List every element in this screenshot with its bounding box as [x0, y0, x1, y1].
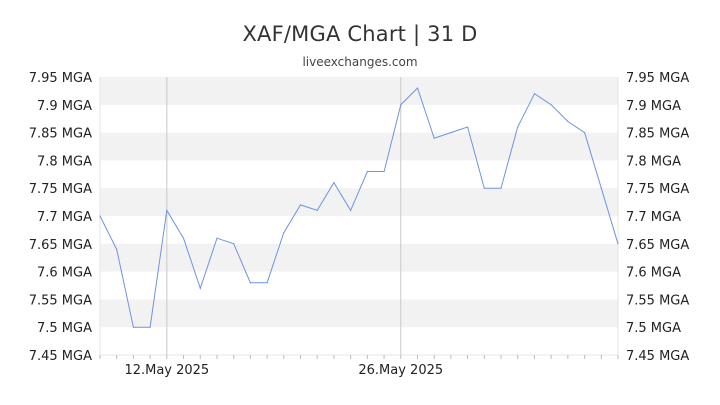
y-tick-label-left: 7.95 MGA: [29, 71, 92, 86]
data-point: [249, 282, 251, 284]
data-point: [483, 187, 485, 189]
grid-band: [100, 299, 618, 328]
y-tick-label-right: 7.7 MGA: [626, 210, 681, 225]
data-point: [383, 170, 385, 173]
data-point: [166, 209, 168, 212]
data-point: [299, 204, 302, 206]
data-point: [132, 326, 135, 328]
data-point: [182, 237, 185, 239]
y-tick-label-right: 7.95 MGA: [626, 71, 689, 86]
data-point: [500, 187, 502, 189]
y-tick-label-right: 7.75 MGA: [626, 182, 689, 197]
grid-band: [100, 188, 618, 216]
y-tick-label-right: 7.9 MGA: [626, 99, 681, 114]
y-tick-label-right: 7.85 MGA: [626, 127, 689, 142]
data-point: [266, 282, 268, 284]
data-point: [450, 132, 452, 134]
series-group: [99, 87, 619, 328]
y-axis-left-labels: 7.95 MGA 7.9 MGA 7.85 MGA 7.8 MGA 7.75 MGA 7.…: [29, 71, 92, 364]
y-tick-label-right: 7.8 MGA: [626, 154, 681, 169]
series-line: [99, 87, 619, 328]
y-tick-label-left: 7.85 MGA: [29, 127, 92, 142]
data-point: [316, 209, 318, 212]
data-point: [583, 132, 586, 134]
y-tick-label-right: 7.6 MGA: [626, 266, 681, 281]
y-tick-label-left: 7.6 MGA: [37, 266, 92, 281]
data-point: [517, 126, 519, 128]
data-point: [533, 93, 536, 95]
data-point: [416, 87, 419, 89]
grid-bands: [100, 77, 618, 328]
data-point: [216, 237, 218, 239]
data-point: [433, 137, 435, 139]
data-point: [283, 232, 285, 234]
y-tick-label-left: 7.65 MGA: [29, 238, 92, 253]
y-tick-label-right: 7.65 MGA: [626, 238, 689, 253]
y-tick-label-left: 7.8 MGA: [37, 154, 92, 169]
data-point: [116, 248, 118, 250]
y-tick-label-left: 7.5 MGA: [37, 321, 92, 336]
x-gridlines: [166, 77, 402, 355]
data-point: [467, 126, 469, 128]
y-tick-label-left: 7.75 MGA: [29, 182, 92, 197]
y-tick-label-right: 7.55 MGA: [626, 293, 689, 308]
data-point: [233, 243, 235, 245]
x-axis-labels: 12.May 2025 26.May 2025: [124, 363, 443, 378]
data-point: [567, 120, 569, 123]
data-point: [617, 243, 619, 245]
y-tick-label-right: 7.45 MGA: [626, 349, 689, 364]
data-point: [333, 182, 335, 184]
y-tick-label-right: 7.5 MGA: [626, 321, 681, 336]
y-tick-label-left: 7.55 MGA: [29, 293, 92, 308]
chart-title: XAF/MGA Chart | 31 D: [242, 22, 478, 46]
data-point: [350, 209, 352, 212]
x-tick-label: 12.May 2025: [124, 363, 209, 378]
data-point: [400, 104, 402, 106]
chart-subtitle: liveexchanges.com: [302, 55, 418, 69]
grid-band: [100, 77, 618, 105]
grid-band: [100, 132, 618, 161]
y-tick-label-left: 7.9 MGA: [37, 99, 92, 114]
data-point: [99, 215, 101, 217]
y-axis-right-labels: 7.95 MGA 7.9 MGA 7.85 MGA 7.8 MGA 7.75 MGA 7.…: [626, 71, 689, 364]
y-tick-label-left: 7.45 MGA: [29, 349, 92, 364]
data-point: [149, 326, 151, 328]
y-tick-label-left: 7.7 MGA: [37, 210, 92, 225]
data-point: [199, 287, 201, 289]
data-point: [550, 104, 552, 106]
data-point: [600, 187, 602, 189]
data-point: [366, 170, 368, 173]
grid-band: [100, 243, 618, 272]
x-tick-label: 26.May 2025: [358, 363, 443, 378]
axes: [99, 77, 619, 359]
